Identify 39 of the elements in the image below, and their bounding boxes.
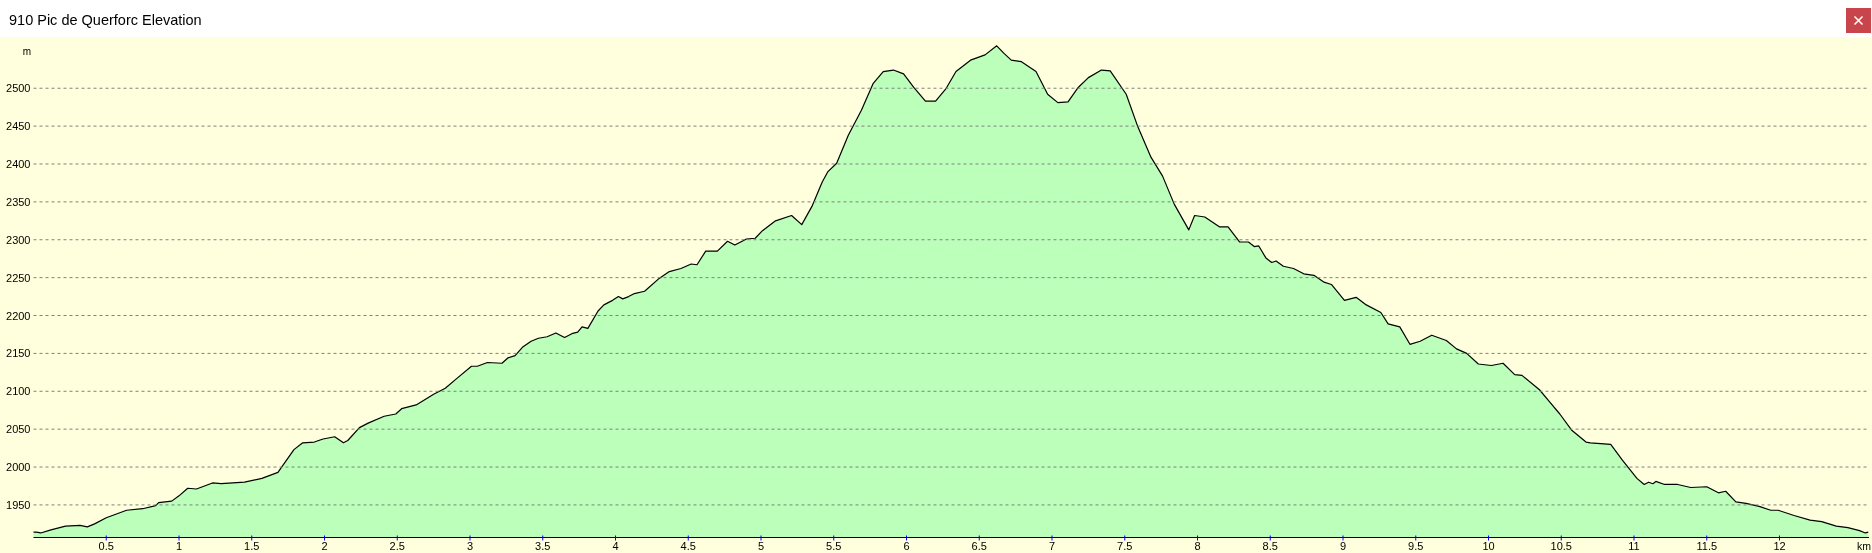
x-tick-label: 1 (175, 540, 183, 552)
x-tick-label: 5.5 (826, 540, 842, 552)
x-tick-label: 6.5 (971, 540, 987, 552)
x-tick-label: 8 (1194, 540, 1201, 552)
y-axis-title: m (22, 45, 32, 57)
y-tick-label: 2450 (6, 120, 31, 133)
x-tick-label: 10 (1482, 540, 1495, 552)
y-tick-label: 2500 (6, 82, 31, 95)
x-tick-label: 1.5 (244, 540, 260, 552)
x-tick-label: 10.5 (1550, 540, 1572, 552)
x-tick-label: 4.5 (680, 540, 696, 552)
x-tick-label: 2.5 (389, 540, 405, 552)
y-tick-label: 2200 (6, 309, 31, 322)
y-tick-label: 2000 (6, 461, 31, 474)
x-tick-label: 8.5 (1262, 540, 1278, 552)
x-tick-label: 11.5 (1696, 540, 1718, 552)
x-tick-label: 9 (1339, 540, 1347, 552)
x-tick-label: 4 (612, 540, 619, 552)
x-axis-title: km (1857, 540, 1872, 552)
x-tick-label: 6 (903, 540, 910, 552)
y-tick-label: 2400 (6, 157, 31, 170)
x-tick-label: 11 (1628, 540, 1640, 552)
x-tick-label: 7.5 (1117, 540, 1133, 552)
x-tick-label: 3 (466, 540, 474, 552)
y-tick-label: 2250 (6, 271, 31, 284)
chart-title: 910 Pic de Querforc Elevation (9, 12, 202, 28)
y-tick-label: 2050 (6, 423, 31, 436)
y-tick-label: 1950 (6, 498, 31, 511)
x-tick-label: 12 (1773, 540, 1786, 552)
x-tick-label: 9.5 (1408, 540, 1424, 552)
y-tick-label: 2300 (6, 233, 31, 246)
x-tick-label: 5 (757, 540, 765, 552)
x-tick-label: 3.5 (535, 540, 551, 552)
y-tick-label: 2350 (6, 195, 31, 208)
x-tick-label: 7 (1048, 540, 1056, 552)
y-tick-label: 2100 (6, 385, 31, 398)
x-tick-label: 2 (321, 540, 328, 552)
x-tick-label: 0.5 (98, 540, 114, 552)
y-tick-label: 2150 (6, 347, 31, 360)
